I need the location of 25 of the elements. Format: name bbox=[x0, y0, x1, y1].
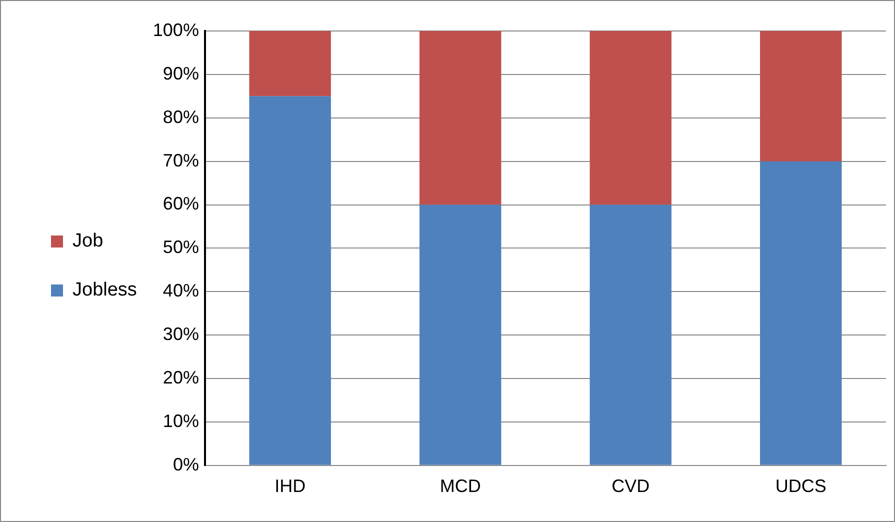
y-tick-label: 10% bbox=[162, 410, 199, 431]
y-tick-label: 50% bbox=[162, 237, 199, 258]
bar bbox=[249, 96, 331, 465]
legend-label: Jobless bbox=[72, 280, 137, 301]
legend-label: Job bbox=[72, 230, 104, 252]
y-tick-label: 30% bbox=[162, 324, 199, 344]
y-tick-label: 20% bbox=[162, 367, 199, 388]
x-tick-label: UDCS bbox=[775, 476, 826, 496]
y-tick-label: 0% bbox=[172, 454, 199, 474]
y-tick-label: 60% bbox=[162, 194, 199, 214]
bar bbox=[760, 31, 842, 162]
x-tick-label: MCD bbox=[440, 476, 481, 496]
bar bbox=[249, 31, 331, 96]
y-tick-label: 40% bbox=[162, 280, 199, 301]
y-tick-label: 100% bbox=[152, 20, 199, 40]
y-tick-label: 90% bbox=[162, 63, 199, 84]
bar bbox=[590, 31, 672, 205]
bar bbox=[419, 31, 502, 205]
x-tick-label: IHD bbox=[274, 476, 306, 496]
bar bbox=[590, 204, 672, 465]
y-tick-label: 70% bbox=[162, 150, 199, 170]
y-tick-label: 80% bbox=[162, 106, 199, 127]
x-tick-label: CVD bbox=[612, 476, 650, 496]
bar bbox=[419, 204, 502, 465]
bar bbox=[760, 161, 842, 465]
